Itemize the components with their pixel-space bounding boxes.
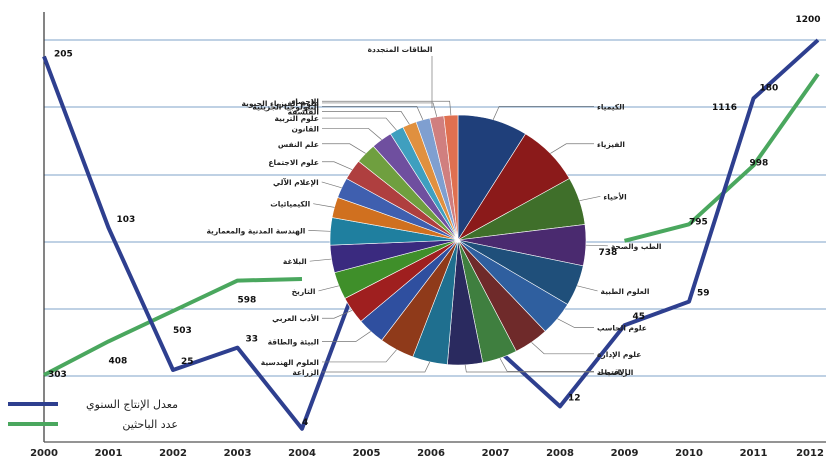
- x-tick-label: 2002: [159, 448, 187, 459]
- pie-leader-line: [531, 342, 594, 355]
- pie-leader-line: [322, 143, 366, 154]
- x-tick-label: 2003: [224, 448, 252, 459]
- pie-leader-line: [579, 195, 601, 202]
- pie-slice-label: العلوم الهندسية: [261, 358, 319, 367]
- pie-leader-line: [322, 361, 431, 373]
- legend: معدل الإنتاج السنوي عدد الباحثين: [8, 398, 178, 431]
- pie-leader-line: [492, 105, 594, 120]
- pie-slice-label: الأدب العربي: [272, 314, 319, 323]
- pie-slice-label: التاريخ: [292, 287, 316, 296]
- pie-leader-line: [313, 203, 335, 208]
- legend-label: معدل الإنتاج السنوي: [86, 398, 178, 411]
- pie-extra-label: الطاقات المتجددة: [368, 45, 433, 54]
- pie-leader-line: [308, 229, 331, 232]
- pie-slice-label: علوم الفيزياء الحيوية: [241, 99, 319, 108]
- pie-slice-label: الزراعة: [292, 368, 319, 377]
- x-tick-label: 2000: [30, 448, 58, 459]
- pie-slice-label: علم النفس: [278, 140, 319, 149]
- series-line-researchers: [43, 277, 303, 377]
- data-label-researchers: 998: [750, 158, 769, 168]
- x-tick-label: 2006: [417, 448, 445, 459]
- x-tick-label: 2009: [611, 448, 639, 459]
- pie-leader-line: [321, 181, 342, 189]
- pie-leader-line: [322, 161, 353, 170]
- pie-slice-label: العلوم الطبية: [601, 287, 650, 296]
- pie-slice-label: علوم الاجتماع: [268, 158, 319, 167]
- data-label-production: 103: [117, 215, 136, 225]
- data-label-production: 4: [302, 418, 308, 428]
- data-label-researchers: 738: [599, 248, 618, 258]
- pie-slice-label: الإعلام الآلي: [273, 178, 319, 187]
- data-label-production: 45: [633, 312, 646, 322]
- pie-leader-line: [585, 244, 608, 247]
- data-label-production: 59: [697, 289, 710, 299]
- pie-slice-label: البلاغة: [283, 257, 307, 266]
- pie-leader-line: [322, 102, 438, 117]
- pie-leader-line: [499, 357, 594, 372]
- pie-leader-line: [322, 100, 452, 116]
- legend-label: عدد الباحثين: [122, 418, 178, 431]
- data-label-researchers: 303: [48, 370, 67, 380]
- pie-slice-label: علوم التربية: [274, 114, 319, 123]
- data-label-production: 25: [181, 357, 194, 367]
- series-line-researchers: [624, 72, 820, 243]
- pie-slice-label: الكيمياء: [597, 102, 625, 111]
- x-tick-label: 2004: [288, 448, 316, 459]
- pie-slice-label: البيولوجيا الجزيئية: [252, 102, 319, 111]
- pie-slice-label: القانون: [291, 124, 319, 133]
- data-label-production: 180: [760, 83, 779, 93]
- pie-slice-label: علوم الإدارة: [597, 350, 641, 359]
- x-tick-labels: 2000 2001 2002 2003 2004 2005 2006 2007 2008 2009…: [30, 448, 824, 459]
- data-label-production: 33: [246, 335, 259, 345]
- pie-slice-label: الأحياء: [603, 192, 626, 201]
- pie-slice-label: الفيزياء: [597, 140, 625, 149]
- pie-slice-label: الطب والصحة: [611, 242, 662, 251]
- pie-leader-line: [550, 143, 594, 154]
- data-label-researchers: 795: [689, 217, 708, 227]
- data-label-production: 1200: [795, 15, 820, 25]
- pie-leader-line: [322, 128, 382, 140]
- pie-chart: الكيمياء الفيزياء الأحياء الطب والصحة العلوم…: [206, 45, 661, 377]
- data-label-extra: 1116: [712, 103, 737, 113]
- pie-slice-label: الفلسفة: [288, 107, 319, 116]
- pie-leader-line: [309, 258, 332, 262]
- pie-leader-line: [322, 105, 424, 120]
- pie-slice-label: الاقتصاد: [597, 367, 627, 376]
- pie-leader-line: [322, 117, 397, 131]
- pie-leader-line: [464, 364, 594, 373]
- x-tick-label: 2001: [95, 448, 123, 459]
- data-label-production: 12: [568, 393, 581, 403]
- data-label-researchers: 408: [109, 356, 128, 366]
- pie-slice-label: الكيميائيات: [270, 200, 310, 209]
- pie-leader-line: [322, 349, 397, 363]
- pie-leader-line: [322, 331, 371, 342]
- pie-slice-label: الهندسة المدنية والمعمارية: [206, 226, 305, 235]
- pie-slice-label: الإحصاء: [291, 97, 319, 106]
- pie-leader-line: [322, 111, 410, 125]
- data-label-researchers: 598: [238, 296, 257, 306]
- x-tick-label: 2010: [675, 448, 703, 459]
- x-tick-label: 2007: [482, 448, 510, 459]
- x-tick-label: 2011: [740, 448, 768, 459]
- data-label-production: 205: [54, 49, 73, 59]
- x-tick-label: 2005: [353, 448, 381, 459]
- pie-slice-label: الرياضيات: [597, 368, 633, 377]
- pie-leader-line: [318, 285, 339, 292]
- pie-leader-line: [557, 318, 594, 328]
- data-label-researchers: 503: [173, 326, 192, 336]
- x-tick-label: 2008: [546, 448, 574, 459]
- pie-slice-label: البيئة والطاقة: [268, 338, 319, 347]
- x-tick-label: 2012: [796, 448, 824, 459]
- pie-leader-line: [322, 310, 353, 319]
- pie-leader-line: [577, 285, 598, 292]
- pie-slice-label: علوم الحاسب: [597, 324, 647, 333]
